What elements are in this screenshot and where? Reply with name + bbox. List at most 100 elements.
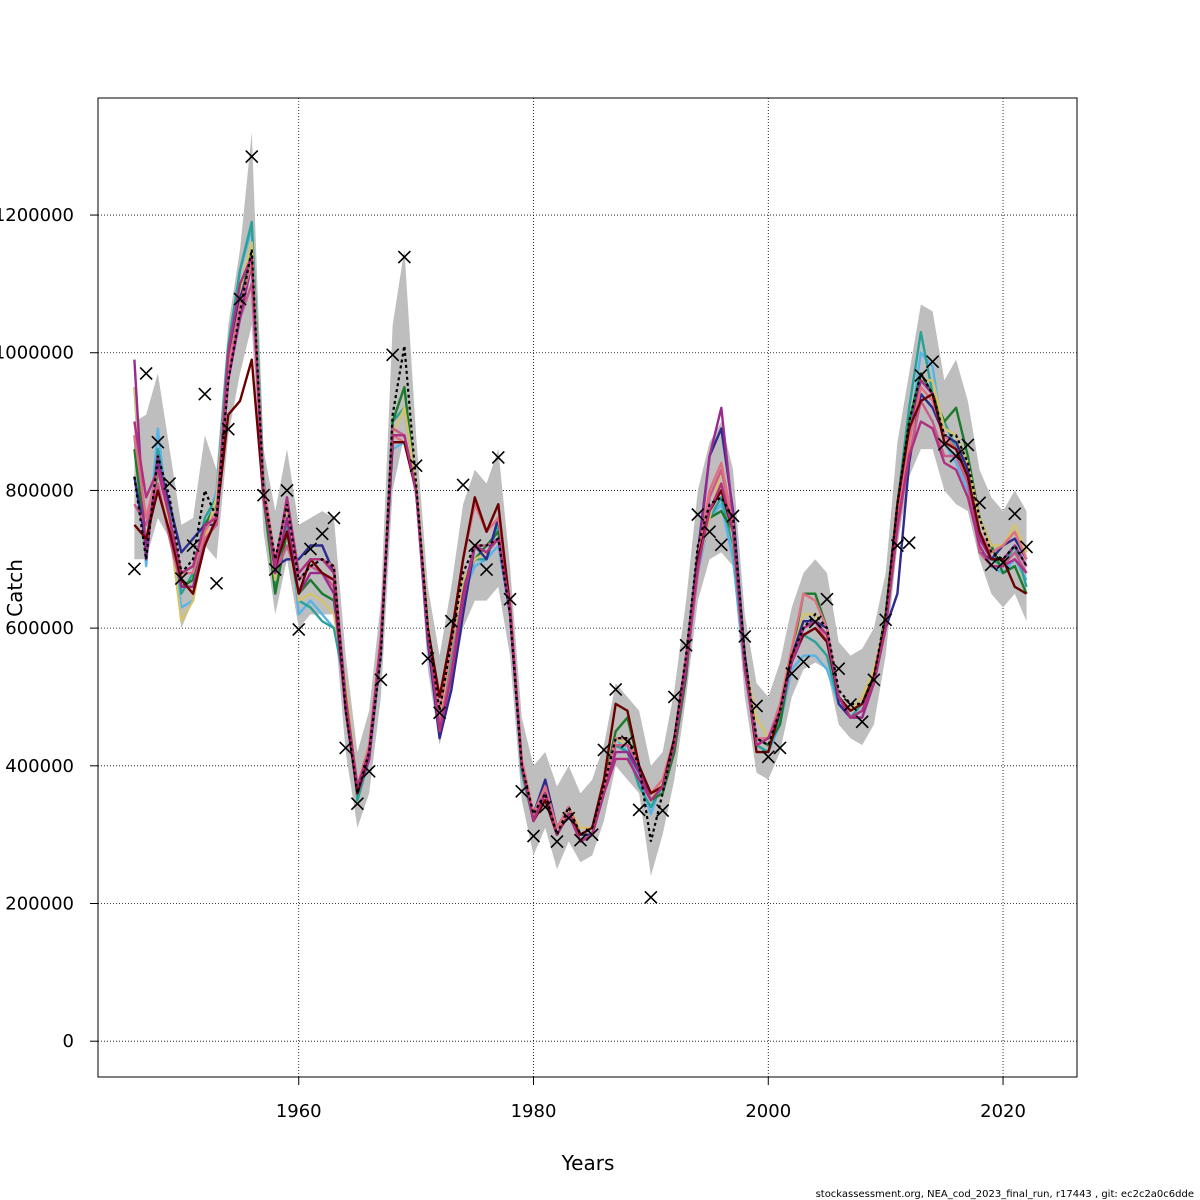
x-axis-title: Years	[561, 1151, 615, 1175]
observed-point	[538, 800, 552, 814]
y-tick-label: 1200000	[0, 205, 74, 226]
observed-point	[796, 655, 811, 669]
observed-point	[139, 366, 153, 380]
observed-point	[949, 449, 963, 463]
observed-point	[820, 592, 834, 606]
observed-point	[245, 149, 259, 164]
observed-point	[609, 682, 623, 696]
y-axis-title: Catch	[3, 559, 27, 617]
y-tick-label: 800000	[5, 480, 74, 501]
observed-point	[620, 735, 634, 749]
observed-point	[738, 629, 752, 643]
y-tick-label: 1000000	[0, 343, 74, 364]
observed-point	[386, 348, 400, 362]
observed-point	[890, 538, 904, 553]
observed-point	[1019, 540, 1034, 554]
observed-point	[186, 538, 200, 553]
observed-point	[163, 476, 177, 491]
observed-point	[209, 576, 224, 590]
plot-frame	[97, 97, 1078, 1078]
observed-point	[303, 542, 318, 556]
observed-point	[315, 527, 329, 541]
observed-point	[362, 764, 376, 778]
observed-point	[914, 368, 928, 383]
y-axis: 0 200000 400000 600000 800000 1000000 1200000	[0, 205, 98, 1052]
observed-point	[902, 536, 916, 550]
observed-point	[327, 511, 341, 525]
observed-point	[832, 662, 846, 676]
x-tick-label: 1980	[511, 1101, 557, 1122]
observed-point	[585, 828, 599, 842]
observed-point	[667, 690, 681, 704]
observed-point	[761, 750, 775, 764]
observed-point	[550, 834, 564, 849]
observed-point	[491, 450, 505, 464]
observed-point	[174, 571, 188, 586]
observed-point	[656, 803, 670, 818]
observed-point	[350, 797, 364, 811]
observed-point	[127, 562, 141, 576]
observed-point	[256, 488, 271, 502]
observed-point	[397, 250, 411, 264]
observed-point	[456, 478, 470, 492]
observed-point	[785, 666, 799, 681]
observed-point	[726, 509, 740, 523]
observed-point	[233, 292, 247, 306]
observed-point	[421, 651, 435, 665]
observed-point	[151, 435, 165, 449]
y-tick-label: 400000	[5, 756, 74, 777]
observed-point	[433, 706, 447, 720]
observed-point	[292, 622, 306, 637]
observed-point	[644, 890, 658, 904]
x-tick-label: 1960	[276, 1101, 322, 1122]
observed-point	[703, 525, 717, 539]
observed-point	[679, 638, 693, 652]
observed-point	[221, 422, 235, 436]
observed-point	[515, 784, 529, 798]
y-tick-label: 0	[63, 1031, 74, 1052]
observed-point	[961, 438, 975, 452]
observed-point	[374, 673, 388, 687]
observed-point	[1008, 507, 1022, 521]
observed-point	[468, 538, 482, 553]
x-axis: 1960 1980 2000 2020	[276, 1077, 1026, 1122]
fitted-line	[133, 249, 1028, 842]
observed-point	[198, 387, 212, 401]
observed-point	[714, 538, 728, 552]
confidence-band-area	[134, 132, 1027, 876]
observed-point	[268, 563, 282, 577]
observed-point	[879, 613, 893, 627]
fitted-series-line	[133, 249, 1028, 842]
observed-point	[444, 614, 458, 628]
footer-note: stockassessment.org, NEA_cod_2023_final_…	[816, 1189, 1194, 1200]
observed-point	[503, 592, 517, 606]
y-tick-label: 200000	[5, 894, 74, 915]
observed-point	[597, 743, 611, 757]
observed-point	[479, 563, 494, 577]
observed-point	[632, 803, 646, 817]
observed-point	[749, 699, 764, 713]
observed-point	[808, 615, 822, 629]
observed-point	[691, 507, 705, 522]
observed-point	[867, 673, 881, 687]
observed-point	[996, 556, 1010, 570]
retro-series-line	[133, 358, 1028, 836]
x-tick-label: 2000	[745, 1101, 791, 1122]
observed-point	[926, 355, 940, 369]
confidence-band	[134, 132, 1027, 876]
observed-point	[526, 829, 541, 843]
observed-point	[339, 741, 353, 755]
observed-point	[855, 715, 869, 729]
observed-point	[409, 459, 423, 473]
observed-point	[937, 437, 951, 451]
observed-point	[280, 483, 294, 497]
observed-point	[573, 833, 588, 847]
observed-point	[773, 741, 787, 755]
y-tick-label: 600000	[5, 618, 74, 639]
observed-point	[973, 496, 987, 510]
observed-point	[984, 558, 998, 572]
observed-points	[127, 149, 1034, 904]
observed-point	[843, 697, 858, 712]
x-tick-label: 2020	[980, 1101, 1026, 1122]
